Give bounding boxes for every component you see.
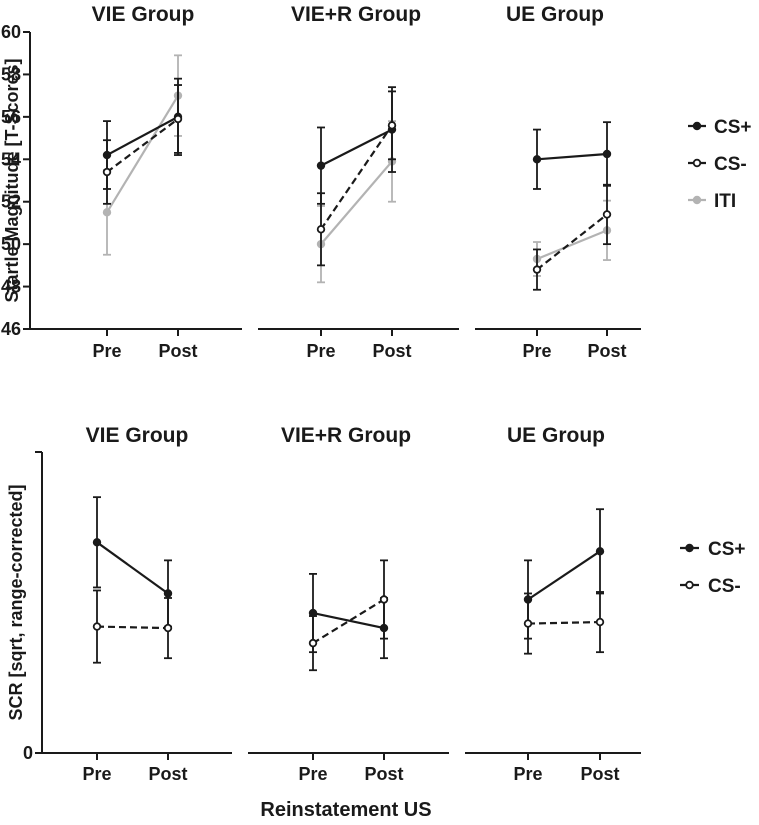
panel2-data-point [379, 595, 389, 604]
panel1-group-title: UE Group [506, 3, 604, 26]
panel1-series-line-csminus [320, 124, 393, 230]
panel2-series-line-csminus [312, 598, 385, 645]
panel2-series-line-csplus [312, 611, 385, 630]
panel1-y-tick-label: 50 [1, 234, 21, 254]
panel1-series-line-csplus [106, 115, 179, 157]
panel2-x-tick-label: Pre [82, 764, 111, 784]
panel1-x-tick-label: Pre [306, 341, 335, 361]
panel2-series-line-csplus [96, 541, 169, 595]
panel1-data-point [316, 225, 326, 234]
panel2-data-point [523, 619, 533, 628]
panel2-data-point [163, 589, 173, 598]
panel2-data-point [163, 623, 173, 633]
panel2-series-line-csminus [96, 625, 169, 630]
panel2-legend-marker [685, 543, 694, 553]
panel2-group-title: UE Group [507, 424, 605, 447]
panel2-data-point [595, 617, 605, 627]
panel2-series-line-csminus [527, 620, 601, 625]
panel2-data-point [92, 538, 102, 547]
panel2-data-point [595, 547, 605, 556]
panel1-y-tick-label: 54 [1, 149, 21, 169]
panel2-data-point [308, 638, 318, 648]
panel1-y-tick-label: 48 [1, 277, 21, 297]
panel1-series-line-csplus [536, 152, 608, 161]
panel1-legend-label: ITI [714, 191, 736, 212]
panel2-x-axis-label: Reinstatement US [260, 799, 431, 821]
panel2-series-line-csplus [527, 550, 601, 601]
panel1-legend-marker [692, 195, 702, 205]
panel1-data-point [173, 114, 183, 124]
panel1-legend-marker [692, 158, 702, 168]
panel1-y-tick-label: 46 [1, 319, 21, 339]
panel1-y-tick-label: 60 [1, 22, 21, 42]
panel1-group-title: VIE Group [92, 3, 195, 26]
panel2-legend-marker [685, 580, 694, 590]
panel2-legend-label: CS- [708, 576, 741, 597]
panel1-data-point [102, 208, 112, 217]
panel2-x-tick-label: Post [364, 764, 403, 784]
panel2-x-tick-label: Post [580, 764, 619, 784]
panel1-y-tick-label: 58 [1, 64, 21, 84]
panel1-data-point [316, 161, 326, 170]
panel1-series-line-csminus [106, 118, 179, 173]
panel1-y-axis-label: Startle Magnitude [T-Scores] [2, 58, 22, 302]
panel1-series-line-csplus [320, 128, 393, 167]
panel2-x-tick-label: Pre [298, 764, 327, 784]
panel1-series-line-iti [320, 160, 393, 245]
panel1-x-tick-label: Post [158, 341, 197, 361]
panel2-y-axis-label: SCR [sqrt, range-corrected] [6, 484, 26, 720]
panel2-x-tick-label: Pre [513, 764, 542, 784]
panel1-data-point [602, 149, 612, 159]
panel2-data-point [92, 622, 102, 631]
panel1-data-point [602, 210, 612, 219]
panel1-legend-marker [692, 121, 702, 131]
panel1-series-line-iti [106, 95, 179, 213]
panel1-x-tick-label: Pre [92, 341, 121, 361]
panel1-data-point [387, 121, 397, 130]
panel2-group-title: VIE+R Group [281, 424, 411, 447]
panel1-data-point [532, 155, 542, 164]
panel1-group-title: VIE+R Group [291, 3, 421, 26]
panel1-x-tick-label: Post [372, 341, 411, 361]
panel2-y-tick-label: 0 [23, 743, 33, 763]
panel2-legend-label: CS+ [708, 539, 746, 560]
panel1-legend-label: CS- [714, 154, 747, 175]
panel1-y-tick-label: 56 [1, 107, 21, 127]
panel2-x-tick-label: Post [148, 764, 187, 784]
panel1-y-tick-label: 52 [1, 192, 21, 212]
panel2-group-title: VIE Group [86, 424, 189, 447]
panel1-x-tick-label: Pre [522, 341, 551, 361]
panel1-series-line-csminus [536, 213, 608, 271]
panel1-data-point [532, 265, 542, 274]
panel1-legend-label: CS+ [714, 117, 752, 138]
panel1-x-tick-label: Post [587, 341, 626, 361]
panel1-series-line-iti [536, 229, 608, 261]
panel1-data-point [102, 167, 112, 177]
